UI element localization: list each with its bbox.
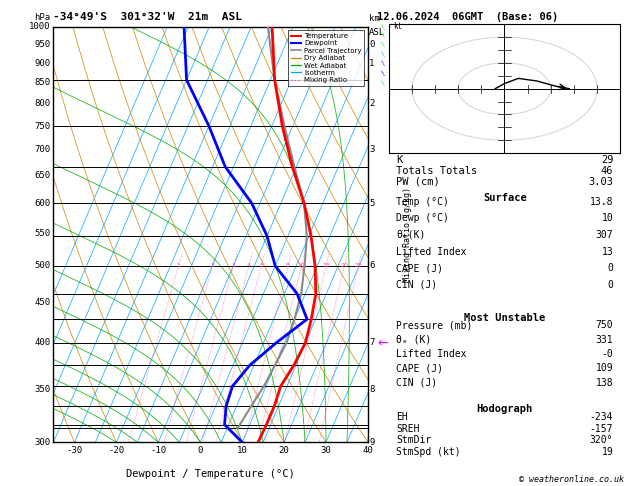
Text: /: / [381, 24, 386, 30]
Text: © weatheronline.co.uk: © weatheronline.co.uk [519, 474, 624, 484]
Text: 600: 600 [34, 199, 50, 208]
Text: 750: 750 [596, 320, 613, 330]
Text: /: / [381, 80, 386, 86]
Text: 7: 7 [369, 338, 375, 347]
Text: 3.03: 3.03 [588, 176, 613, 187]
Text: 350: 350 [34, 384, 50, 394]
Text: Totals Totals: Totals Totals [396, 166, 477, 175]
Text: 10: 10 [237, 446, 248, 455]
Text: 400: 400 [34, 338, 50, 347]
Text: /: / [381, 41, 386, 48]
Text: 700: 700 [34, 145, 50, 155]
Text: CAPE (J): CAPE (J) [396, 364, 443, 373]
Text: 30: 30 [321, 446, 331, 455]
Text: kt: kt [393, 22, 403, 32]
Text: Dewpoint / Temperature (°C): Dewpoint / Temperature (°C) [126, 469, 295, 479]
Text: 950: 950 [34, 40, 50, 49]
Text: 2: 2 [210, 263, 214, 268]
Text: 850: 850 [34, 78, 50, 87]
Text: 10: 10 [601, 213, 613, 223]
Text: 13.8: 13.8 [590, 197, 613, 207]
Text: 5: 5 [369, 199, 375, 208]
Text: hPa: hPa [34, 13, 50, 22]
Text: -30: -30 [67, 446, 82, 455]
Text: CAPE (J): CAPE (J) [396, 263, 443, 273]
Text: 5: 5 [259, 263, 263, 268]
Text: 500: 500 [34, 261, 50, 270]
Text: /: / [381, 70, 386, 76]
Text: StmSpd (kt): StmSpd (kt) [396, 447, 461, 457]
Text: 550: 550 [34, 228, 50, 238]
Text: 138: 138 [596, 378, 613, 388]
Text: SREH: SREH [396, 424, 420, 434]
Text: -0: -0 [601, 349, 613, 359]
Text: 10: 10 [298, 263, 305, 268]
Text: -10: -10 [150, 446, 166, 455]
Text: 109: 109 [596, 364, 613, 373]
Text: 1: 1 [369, 59, 375, 68]
Text: km: km [369, 14, 380, 23]
Text: Hodograph: Hodograph [477, 404, 533, 414]
Text: 1: 1 [176, 263, 181, 268]
Text: /: / [381, 51, 386, 56]
Text: 300: 300 [34, 438, 50, 447]
Text: 46: 46 [601, 166, 613, 175]
Text: 307: 307 [596, 230, 613, 240]
Text: 20: 20 [279, 446, 289, 455]
Text: Pressure (mb): Pressure (mb) [396, 320, 472, 330]
Text: 6: 6 [369, 261, 375, 270]
Text: 650: 650 [34, 171, 50, 180]
Legend: Temperature, Dewpoint, Parcel Trajectory, Dry Adiabat, Wet Adiabat, Isotherm, Mi: Temperature, Dewpoint, Parcel Trajectory… [288, 30, 364, 86]
Text: 1000: 1000 [29, 22, 50, 31]
Text: θₑ (K): θₑ (K) [396, 335, 431, 345]
Text: 0: 0 [369, 40, 375, 49]
Text: 20: 20 [340, 263, 348, 268]
Text: /: / [381, 33, 386, 38]
Text: 0: 0 [198, 446, 203, 455]
Text: 29: 29 [601, 155, 613, 165]
Text: Temp (°C): Temp (°C) [396, 197, 449, 207]
Text: PW (cm): PW (cm) [396, 176, 440, 187]
Text: 800: 800 [34, 99, 50, 108]
Text: 8: 8 [286, 263, 290, 268]
Text: Dewp (°C): Dewp (°C) [396, 213, 449, 223]
Text: 9: 9 [369, 438, 375, 447]
Text: 13: 13 [601, 246, 613, 257]
Text: 450: 450 [34, 298, 50, 307]
Text: Lifted Index: Lifted Index [396, 349, 467, 359]
Text: Mixing Ratio (g/kg): Mixing Ratio (g/kg) [403, 187, 411, 282]
Text: -157: -157 [590, 424, 613, 434]
Text: 0: 0 [608, 263, 613, 273]
Text: ←: ← [377, 336, 388, 349]
Text: CIN (J): CIN (J) [396, 378, 437, 388]
Text: /: / [381, 60, 386, 66]
Text: 320°: 320° [590, 435, 613, 445]
Text: 331: 331 [596, 335, 613, 345]
Text: 19: 19 [601, 447, 613, 457]
Text: 8: 8 [369, 384, 375, 394]
Text: 2: 2 [369, 99, 375, 108]
Text: 25: 25 [354, 263, 362, 268]
Text: 40: 40 [362, 446, 374, 455]
Text: 900: 900 [34, 59, 50, 68]
Text: 3: 3 [231, 263, 235, 268]
Text: 12.06.2024  06GMT  (Base: 06): 12.06.2024 06GMT (Base: 06) [377, 12, 559, 22]
Text: K: K [396, 155, 403, 165]
Text: 4: 4 [247, 263, 251, 268]
Text: Surface: Surface [483, 192, 526, 203]
Text: 3: 3 [369, 145, 375, 155]
Text: -20: -20 [108, 446, 125, 455]
Text: -34°49'S  301°32'W  21m  ASL: -34°49'S 301°32'W 21m ASL [53, 12, 242, 22]
Text: StmDir: StmDir [396, 435, 431, 445]
Text: 750: 750 [34, 122, 50, 131]
Text: -234: -234 [590, 412, 613, 422]
Text: θₑ(K): θₑ(K) [396, 230, 426, 240]
Text: ASL: ASL [369, 28, 386, 37]
Text: 0: 0 [608, 280, 613, 290]
Text: EH: EH [396, 412, 408, 422]
Text: 15: 15 [322, 263, 330, 268]
Text: CIN (J): CIN (J) [396, 280, 437, 290]
Text: Most Unstable: Most Unstable [464, 313, 545, 323]
Text: Lifted Index: Lifted Index [396, 246, 467, 257]
